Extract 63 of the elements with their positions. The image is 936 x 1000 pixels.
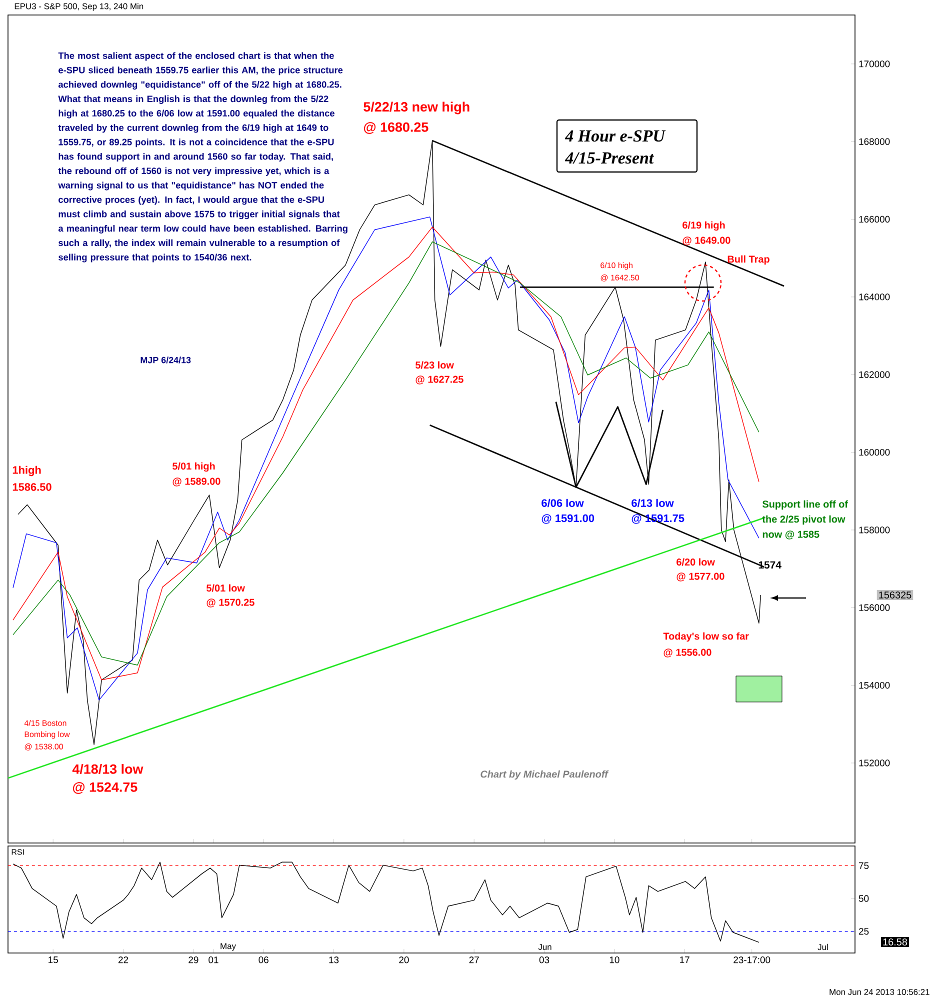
x-tick-label: 29 bbox=[188, 956, 198, 964]
annotation: 4/18/13 low bbox=[72, 764, 144, 774]
y-tick-label: 162000 bbox=[859, 371, 890, 378]
annotation: @ 1556.00 bbox=[664, 648, 712, 658]
text: Mon Jun 24 2013 10:56:21 bbox=[830, 989, 930, 995]
annotation: 4/15-Present bbox=[564, 152, 654, 164]
annotation: 5/22/13 new high bbox=[364, 102, 470, 114]
annotation: Chart by Michael Paulenoff bbox=[480, 770, 609, 780]
x-tick-label: 22 bbox=[118, 956, 128, 964]
annotation: Jun bbox=[538, 944, 552, 950]
annotation: 1high bbox=[12, 466, 41, 476]
y-tick-label: 154000 bbox=[859, 682, 890, 689]
annotation: 5/23 low bbox=[416, 361, 454, 369]
annotation: 6/13 low bbox=[632, 498, 674, 508]
annotation: MJP 6/24/13 bbox=[140, 356, 191, 364]
text: 16.58 bbox=[883, 938, 908, 946]
x-tick-label: 10 bbox=[610, 956, 620, 964]
annotation: the 2/25 pivot low bbox=[762, 515, 846, 525]
annotation: @ 1627.25 bbox=[416, 376, 464, 384]
annotation: Bull Trap bbox=[728, 255, 770, 265]
x-tick-label: 06 bbox=[258, 956, 268, 964]
x-tick-label: 23-17:00 bbox=[734, 956, 770, 964]
y-tick-label: 50 bbox=[858, 895, 869, 902]
annotation: May bbox=[220, 943, 236, 951]
x-tick-label: 20 bbox=[399, 956, 409, 964]
y-tick-label: 158000 bbox=[859, 526, 890, 534]
y-tick-label: 166000 bbox=[859, 216, 890, 223]
annotation: 1586.50 bbox=[12, 483, 52, 491]
chart-title: EPU3 - S&P 500, Sep 13, 240 Min bbox=[14, 3, 144, 11]
annotation: 6/20 low bbox=[676, 558, 715, 566]
y-tick-label: 25 bbox=[858, 928, 869, 935]
x-tick-label: 03 bbox=[539, 956, 550, 964]
annotation: Jul bbox=[818, 944, 828, 950]
annotation: Today's low so far bbox=[663, 632, 749, 642]
x-tick-label: 13 bbox=[329, 956, 339, 964]
y-tick-label: 164000 bbox=[859, 294, 890, 300]
x-tick-label: 27 bbox=[469, 956, 479, 964]
x-tick-label: 01 bbox=[208, 956, 218, 964]
annotation: @ 1591.00 bbox=[542, 514, 594, 524]
annotation: Support line off of bbox=[762, 500, 848, 510]
text: 156325 bbox=[879, 591, 912, 599]
annotation: @ 1577.00 bbox=[676, 572, 724, 582]
y-tick-label: 75 bbox=[859, 862, 869, 869]
y-tick-label: 152000 bbox=[859, 760, 890, 766]
annotation: @ 1524.75 bbox=[72, 782, 138, 794]
annotation: 5/01 high bbox=[172, 462, 215, 472]
y-tick-label: 170000 bbox=[859, 60, 890, 68]
y-tick-label: 156000 bbox=[859, 604, 890, 611]
x-tick-label: 15 bbox=[48, 956, 58, 964]
annotation: 6/19 high bbox=[682, 221, 725, 231]
annotation: 4 Hour e-SPU bbox=[564, 130, 666, 142]
annotation: 6/06 low bbox=[542, 498, 584, 508]
text: The most salient aspect of the enclosed chart is that when the e-SPU sliced beneath 1559.75 earlier this AM, the price structure achieved downleg "equidistance" off of the 5/22 high at 1680.25. What that means in English is that the downleg from the 5/22 high at 1680.25 to the 6/06 low at 1591.00 equaled the distance traveled by the current downleg from the 6/19 high at 1649 to 1559.75, or 89.25 points. It is not a coincidence that the e-SPU has found support in and around 1560 so far today. That said, the rebound off of 1560 is not very impressive yet, which is a warning signal to us that "equidistance" has NOT ended the corrective proces (yet). In fact, I would argue that the e-SPU must climb and sustain above 1575 to trigger initial signals that a meaningful near term low could have been established. Barring such a rally, the index will remain vulnerable to a resumption of selling pressure that points to 1540/36 next. bbox=[58, 52, 348, 262]
annotation: @ 1680.25 bbox=[364, 122, 428, 134]
annotation: @ 1589.00 bbox=[172, 478, 220, 486]
y-tick-label: 168000 bbox=[859, 138, 890, 145]
annotation: @ 1570.25 bbox=[206, 598, 254, 608]
annotation: @ 1649.00 bbox=[682, 236, 730, 246]
y-tick-label: 160000 bbox=[859, 448, 890, 456]
annotation: 5/01 low bbox=[206, 584, 245, 592]
annotation: 1574 bbox=[758, 561, 782, 569]
x-tick-label: 17 bbox=[680, 956, 690, 964]
annotation: now @ 1585 bbox=[762, 530, 820, 540]
